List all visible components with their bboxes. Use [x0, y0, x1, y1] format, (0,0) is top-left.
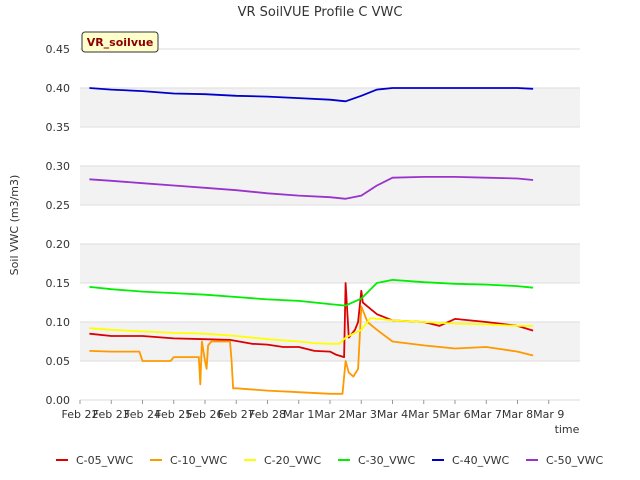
x-tick-label: Mar 9 — [533, 408, 564, 421]
legend-label: C-05_VWC — [76, 454, 134, 467]
legend-item-c-30-vwc[interactable]: C-30_VWC — [338, 454, 416, 467]
x-axis-label: time — [555, 423, 580, 436]
x-tick-label: Mar 8 — [502, 408, 533, 421]
background-bands — [80, 88, 580, 361]
band-7 — [80, 88, 580, 127]
legend-label: C-10_VWC — [170, 454, 228, 467]
y-tick-label: 0.25 — [46, 199, 71, 212]
y-tick-label: 0.45 — [46, 43, 71, 56]
band-3 — [80, 244, 580, 283]
y-tick-label: 0.35 — [46, 121, 71, 134]
y-tick-label: 0.30 — [46, 160, 71, 173]
y-axis-ticks: 0.00 0.05 0.10 0.15 0.20 0.25 0.30 0.35 0.40 0.45 — [46, 43, 71, 407]
legend-item-c-10-vwc[interactable]: C-10_VWC — [150, 454, 228, 467]
series-line-c-10-vwc — [89, 305, 534, 395]
x-tick-label: Feb 23 — [93, 408, 130, 421]
x-tick-label: Mar 1 — [283, 408, 314, 421]
y-tick-label: 0.20 — [46, 238, 71, 251]
band-5 — [80, 166, 580, 205]
series-line-c-20-vwc — [89, 317, 534, 345]
x-tick-label: Mar 5 — [408, 408, 439, 421]
x-tick-label: Mar 4 — [377, 408, 408, 421]
x-tick-label: Feb 26 — [187, 408, 224, 421]
y-tick-label: 0.10 — [46, 316, 71, 329]
x-tick-label: Mar 2 — [314, 408, 345, 421]
series-line-c-40-vwc — [89, 87, 534, 103]
y-tick-label: 0.40 — [46, 82, 71, 95]
legend[interactable]: C-05_VWC C-10_VWC C-20_VWC C-30_VWC C-40_VWC… — [56, 454, 604, 467]
series-lines — [89, 87, 534, 395]
y-tick-label: 0.00 — [46, 394, 71, 407]
series-line-c-50-vwc — [89, 175, 534, 200]
legend-item-c-20-vwc[interactable]: C-20_VWC — [244, 454, 322, 467]
x-tick-label: Mar 3 — [346, 408, 377, 421]
legend-label: C-20_VWC — [264, 454, 322, 467]
x-tick-label: Mar 6 — [439, 408, 470, 421]
x-tick-label: Feb 24 — [124, 408, 161, 421]
x-tick-label: Feb 25 — [155, 408, 192, 421]
series-line-c-05-vwc — [89, 282, 534, 359]
legend-item-c-50-vwc[interactable]: C-50_VWC — [526, 454, 604, 467]
legend-label: C-40_VWC — [452, 454, 510, 467]
legend-item-c-05-vwc[interactable]: C-05_VWC — [56, 454, 134, 467]
y-tick-label: 0.05 — [46, 355, 71, 368]
band-1 — [80, 322, 580, 361]
x-tick-label: Feb 27 — [218, 408, 255, 421]
legend-label: C-30_VWC — [358, 454, 416, 467]
badge: VR_soilvue — [81, 31, 159, 53]
chart-title: VR SoilVUE Profile C VWC — [238, 5, 403, 20]
y-tick-label: 0.15 — [46, 277, 71, 290]
legend-label: C-50_VWC — [546, 454, 604, 467]
x-tick-label: Mar 7 — [471, 408, 502, 421]
legend-item-c-40-vwc[interactable]: C-40_VWC — [432, 454, 510, 467]
y-axis-label: Soil VWC (m3/m3) — [8, 175, 21, 276]
series-line-c-30-vwc — [89, 278, 534, 307]
x-tick-label: Feb 22 — [62, 408, 99, 421]
x-tick-label: Feb 28 — [249, 408, 286, 421]
badge-label: VR_soilvue — [87, 36, 154, 49]
